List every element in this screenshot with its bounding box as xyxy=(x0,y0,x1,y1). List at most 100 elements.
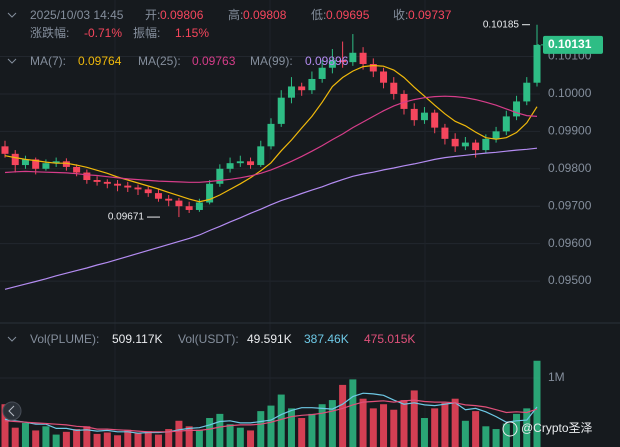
volume-bar xyxy=(390,409,398,447)
candle-body xyxy=(502,116,510,132)
volume-bar xyxy=(216,413,224,447)
amplitude-label: 振幅: xyxy=(133,25,160,40)
volume-tick-label: 1M xyxy=(548,370,565,384)
volume-bar xyxy=(369,408,377,447)
volume-bar xyxy=(523,408,531,447)
volume-bar xyxy=(42,426,50,447)
candle-body xyxy=(339,60,347,63)
volume-bar xyxy=(226,424,234,447)
volume-bar xyxy=(103,432,111,447)
high-marker: 0.10185 xyxy=(483,19,520,30)
ma-legend-value: 0.09896 xyxy=(305,54,349,68)
close-label: 收: xyxy=(393,8,408,22)
candle-body xyxy=(400,93,408,109)
volume-bar xyxy=(93,433,101,447)
watermark-icon xyxy=(502,421,518,437)
volume-bar xyxy=(267,405,275,447)
candle-body xyxy=(482,138,490,151)
volume-bar xyxy=(247,430,255,447)
candle-body xyxy=(216,168,224,184)
volume-bar xyxy=(175,420,183,447)
volume-bar xyxy=(11,427,19,447)
volume-bar xyxy=(73,429,81,447)
datetime: 2025/10/03 14:45 xyxy=(30,8,124,22)
scroll-left-icon xyxy=(8,405,15,417)
watermark: @Crypto圣泽 xyxy=(521,421,593,435)
candle-body xyxy=(431,112,439,128)
open-value: 0.09806 xyxy=(160,8,204,22)
volume-bar xyxy=(32,430,40,447)
candle-body xyxy=(410,108,418,121)
candle-body xyxy=(390,82,398,94)
candle-body xyxy=(277,97,285,124)
volume-bar xyxy=(114,435,122,447)
candle-body xyxy=(134,187,142,190)
candle-body xyxy=(472,142,480,151)
collapse-icon[interactable] xyxy=(7,336,17,342)
high-value: 0.09808 xyxy=(243,8,287,22)
candle-body xyxy=(420,112,428,121)
volume-bar xyxy=(492,429,500,447)
volume-bar xyxy=(533,360,541,447)
ma-legend-label: MA(25): xyxy=(138,54,181,68)
candle-body xyxy=(380,71,388,83)
ma-legend: MA(7): 0.09764 MA(25): 0.09763 MA(99): 0.0989… xyxy=(30,54,349,68)
close-value: 0.09737 xyxy=(408,8,452,22)
volume-bar xyxy=(236,427,244,447)
ma-line xyxy=(4,95,538,183)
volume-bar xyxy=(154,434,162,447)
volume-bar xyxy=(461,420,469,447)
candle-body xyxy=(83,172,91,181)
volume-bar xyxy=(52,434,60,447)
candle-body xyxy=(185,206,193,210)
volume-ma-line xyxy=(4,392,538,434)
volume-usdt-label: Vol(USDT): xyxy=(178,332,239,346)
candle-body xyxy=(114,183,122,186)
volume-bar xyxy=(482,426,490,447)
candle-body xyxy=(257,146,265,166)
volume-bar xyxy=(165,429,173,447)
volume-bar xyxy=(124,429,132,447)
ma-legend-label: MA(99): xyxy=(250,54,293,68)
ma-legend-label: MA(7): xyxy=(30,54,66,68)
volume-bar xyxy=(308,413,316,447)
candle-body xyxy=(461,142,469,147)
volume-bar xyxy=(410,390,418,447)
candle-body xyxy=(195,202,203,210)
volume-ma-value: 475.015K xyxy=(364,332,415,346)
collapse-icon[interactable] xyxy=(7,12,17,18)
candle-body xyxy=(1,146,9,154)
volume-bar xyxy=(21,422,29,447)
volume-bar xyxy=(349,379,357,447)
candle-body xyxy=(175,200,183,207)
volume-bar xyxy=(195,429,203,447)
last-price-box xyxy=(543,35,603,54)
volume-bar xyxy=(420,418,428,447)
scroll-left-button[interactable] xyxy=(2,401,22,421)
last-price-label: 0.10131 xyxy=(548,37,592,51)
candle-body xyxy=(369,64,377,72)
ma-line xyxy=(4,64,538,203)
ma-legend-value: 0.09764 xyxy=(78,54,122,68)
volume-bar xyxy=(359,398,367,447)
volume-bar xyxy=(144,431,152,447)
volume-bar xyxy=(185,426,193,447)
candle-body xyxy=(441,127,449,139)
volume-bar xyxy=(206,418,214,447)
change-label: 涨跌幅: xyxy=(30,25,69,40)
volume-ma-line xyxy=(4,399,538,433)
volume-bar xyxy=(134,433,142,447)
candle-body xyxy=(523,82,531,102)
candle-body xyxy=(93,180,101,182)
candle-body xyxy=(451,138,459,147)
volume-bar xyxy=(257,411,265,447)
candle-body xyxy=(103,181,111,184)
volume-bar xyxy=(380,404,388,447)
volume-bar xyxy=(298,418,306,447)
collapse-icon[interactable] xyxy=(7,58,17,64)
candle-body xyxy=(247,161,255,166)
candle-body xyxy=(349,52,357,63)
ma-legend-value: 0.09763 xyxy=(192,54,236,68)
volume-bar xyxy=(441,402,449,447)
candle-body xyxy=(318,67,326,79)
